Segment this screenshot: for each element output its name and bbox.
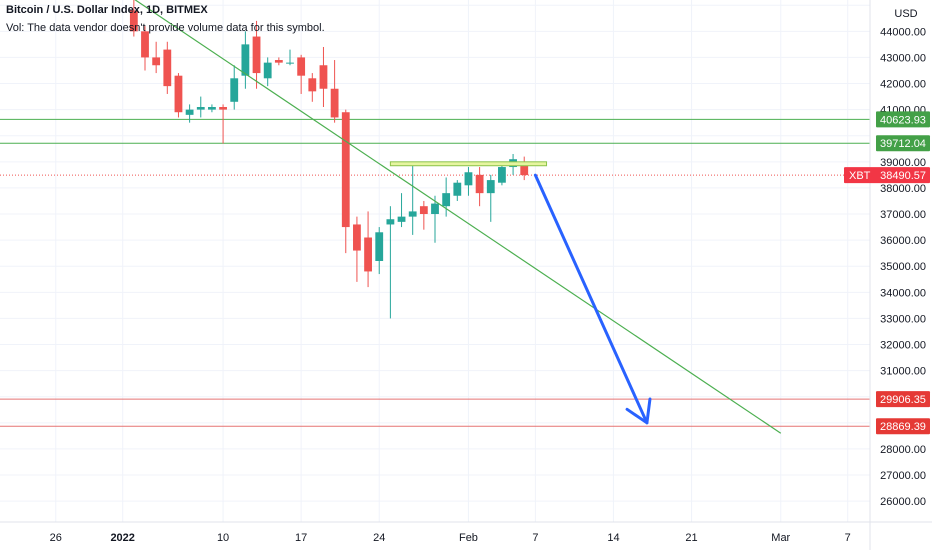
price-tick-label: 31000.00 — [880, 366, 926, 378]
candle-body — [408, 211, 417, 217]
candle-body — [274, 60, 283, 63]
candle-body — [520, 164, 529, 176]
price-tick-label: 33000.00 — [880, 313, 926, 325]
currency-label-bg — [893, 4, 919, 21]
chart-grid — [0, 0, 870, 522]
level-badge — [876, 391, 930, 408]
candle-body — [353, 224, 361, 251]
horizontal-levels — [0, 118, 870, 427]
price-tick-label: 38000.00 — [880, 183, 926, 195]
price-badges: 40623.93 39712.04 29906.35 28869.39 XBT 38490… — [844, 111, 930, 435]
candle-body — [330, 88, 339, 118]
level-badge-label: 40623.93 — [880, 114, 926, 126]
time-tick-label: 17 — [295, 532, 307, 544]
candle-body — [163, 49, 172, 87]
candle-body — [219, 107, 227, 110]
time-tick-label: 7 — [532, 532, 538, 544]
time-tick-label: 24 — [373, 532, 385, 544]
level-badge-label: 29906.35 — [880, 394, 926, 406]
time-tick-label: 21 — [685, 532, 697, 544]
level-badge-label: 28869.39 — [880, 421, 926, 433]
candle-body — [475, 174, 484, 194]
price-tick-label: 26000.00 — [880, 496, 926, 508]
price-tick-label: 32000.00 — [880, 340, 926, 352]
price-tick-label: 35000.00 — [880, 261, 926, 273]
price-tick-label: 43000.00 — [880, 52, 926, 64]
projection-arrow-shaft — [533, 173, 649, 425]
chart-title: Bitcoin / U.S. Dollar Index, 1D, BITMEX — [6, 4, 208, 16]
candle-body — [341, 112, 350, 228]
candle-body — [141, 31, 149, 58]
candle-body — [442, 193, 451, 207]
price-tick-label: 36000.00 — [880, 235, 926, 247]
time-tick-label: 7 — [845, 532, 851, 544]
candle-body — [397, 216, 406, 222]
time-axis[interactable]: 26 2022 10 17 24 Feb 7 14 21 Mar 7 — [50, 532, 851, 544]
candle-body — [196, 107, 205, 110]
candle-body — [252, 36, 261, 74]
price-tick-label: 34000.00 — [880, 287, 926, 299]
candle-body — [319, 65, 328, 89]
candle-body — [419, 206, 428, 215]
price-tick-label: 44000.00 — [880, 26, 926, 38]
time-tick-label: 26 — [50, 532, 62, 544]
candle-body — [174, 75, 183, 113]
candle-body — [498, 167, 506, 183]
price-tick-label: 27000.00 — [880, 470, 926, 482]
level-badge — [876, 418, 930, 435]
drawings — [134, 0, 782, 434]
candle-body — [185, 109, 194, 115]
candle-body — [486, 180, 495, 194]
candle-body — [263, 62, 272, 79]
candle-body — [129, 10, 138, 32]
currency-label: USD — [894, 8, 917, 20]
candle-body — [453, 182, 462, 196]
price-axis[interactable]: 26000.0027000.0028000.0030000.0031000.00… — [880, 26, 926, 508]
price-tick-label: 39000.00 — [880, 157, 926, 169]
descending-trendline — [134, 0, 782, 434]
time-tick-label: Mar — [771, 532, 790, 544]
candle-body — [241, 44, 250, 76]
resistance-zone — [389, 161, 548, 167]
level-badge — [876, 111, 930, 128]
candle-body — [208, 107, 216, 110]
last-price-symbol: XBT — [849, 170, 871, 182]
time-tick-label: 14 — [607, 532, 619, 544]
level-badge-label: 39712.04 — [880, 138, 926, 150]
last-price-value: 38490.57 — [880, 170, 926, 182]
projection-arrow-head — [625, 397, 652, 425]
volume-note: Vol: The data vendor doesn't provide vol… — [6, 22, 325, 34]
price-tick-label: 42000.00 — [880, 79, 926, 91]
price-tick-label: 28000.00 — [880, 444, 926, 456]
candle-body — [375, 232, 384, 261]
candle-body — [464, 172, 473, 186]
candle-body — [152, 57, 161, 66]
last-price-badge — [844, 167, 930, 184]
candle-body — [386, 219, 395, 225]
candle-body — [286, 62, 294, 64]
candlestick-series — [129, 0, 529, 319]
candle-body — [230, 78, 239, 102]
level-badge — [876, 135, 930, 152]
price-tick-label: 37000.00 — [880, 209, 926, 221]
time-tick-label: 10 — [217, 532, 229, 544]
time-tick-label: 2022 — [110, 532, 134, 544]
candle-body — [364, 237, 372, 272]
candle-body — [431, 203, 439, 215]
candle-body — [308, 78, 317, 92]
candle-body — [297, 57, 306, 76]
time-tick-label: Feb — [459, 532, 478, 544]
